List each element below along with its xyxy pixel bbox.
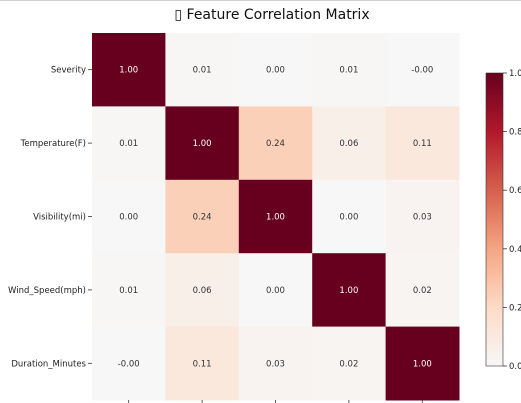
heatmap-cell <box>165 179 240 254</box>
y-tick-label: Temperature(F) <box>20 139 86 149</box>
heatmap-cells <box>92 33 460 401</box>
heatmap-cell <box>165 253 240 328</box>
heatmap-cell-label: 0.11 <box>193 359 212 369</box>
heatmap-cell <box>312 253 387 328</box>
y-tick-label: Severity <box>51 66 86 76</box>
heatmap-cell-label: 0.06 <box>193 286 212 296</box>
heatmap-cell <box>92 326 166 401</box>
heatmap-cell-label: 0.01 <box>119 139 138 149</box>
colorbar-ticks: 0.0 0.2 0.4 0.6 0.8 1.0 <box>503 69 521 372</box>
heatmap-cell <box>312 106 387 181</box>
heatmap-cell <box>238 33 313 107</box>
heatmap-cell-label: 0.11 <box>413 139 432 149</box>
heatmap-cell <box>385 33 460 107</box>
y-tick-label: Duration_Minutes <box>11 359 86 369</box>
colorbar-tick-label: 0.2 <box>509 303 521 313</box>
heatmap-cell <box>312 33 387 107</box>
heatmap-cell <box>238 106 313 181</box>
heatmap-cell-label: 0.24 <box>193 213 212 223</box>
heatmap-cell-label: 1.00 <box>339 286 358 296</box>
heatmap-cell <box>385 106 460 181</box>
heatmap-cell <box>92 33 166 107</box>
heatmap-cell-labels: 1.00 0.01 0.00 0.01 -0.00 0.01 1.00 0.24 0.06 0.1… <box>118 66 434 370</box>
heatmap-cell <box>385 326 460 401</box>
heatmap-cell-label: 0.06 <box>339 139 358 149</box>
heatmap-cell-label: -0.00 <box>118 359 140 369</box>
colorbar-gradient <box>485 72 504 367</box>
colorbar-tick-label: 0.0 <box>509 362 521 372</box>
heatmap-cell-label: 0.00 <box>119 213 138 223</box>
heatmap-cell <box>312 179 387 254</box>
heatmap-cell-label: 0.01 <box>119 286 138 296</box>
heatmap-cell-label: 0.01 <box>339 66 358 76</box>
colorbar-tick-label: 0.4 <box>509 245 521 255</box>
heatmap-cell-label: 0.00 <box>266 66 285 76</box>
heatmap-cell <box>238 179 313 254</box>
heatmap-cell-label: 1.00 <box>119 66 138 76</box>
colorbar-tick-label: 1.0 <box>509 69 521 79</box>
heatmap-cell-label: 0.01 <box>193 66 212 76</box>
heatmap-cell-label: 0.02 <box>339 359 358 369</box>
chart-title: ▯ Feature Correlation Matrix <box>174 7 369 23</box>
heatmap-cell-label: 0.24 <box>266 139 285 149</box>
heatmap-cell <box>165 326 240 401</box>
colorbar-tick-label: 0.6 <box>509 186 521 196</box>
y-tick-label: Visibility(mi) <box>33 213 86 223</box>
heatmap-cell <box>312 326 387 401</box>
colorbar-tick-label: 0.8 <box>509 128 521 138</box>
heatmap-cell <box>92 106 166 181</box>
y-tick-labels: Severity Temperature(F) Visibility(mi) Wind… <box>8 66 423 403</box>
y-tick-label: Wind_Speed(mph) <box>8 286 86 296</box>
top-border-line <box>0 0 521 1</box>
heatmap-cell <box>385 253 460 328</box>
heatmap-cell-label: -0.00 <box>411 66 433 76</box>
heatmap-cell-label: 0.02 <box>413 286 432 296</box>
heatmap-cell <box>165 106 240 181</box>
heatmap-cell-label: 0.03 <box>266 359 285 369</box>
heatmap-cell-label: 1.00 <box>266 213 285 223</box>
heatmap-cell <box>238 326 313 401</box>
heatmap-cell-label: 1.00 <box>413 359 432 369</box>
heatmap-cell <box>385 179 460 254</box>
heatmap-cell <box>238 253 313 328</box>
heatmap-cell-label: 0.00 <box>339 213 358 223</box>
heatmap-cell-label: 0.03 <box>413 213 432 223</box>
heatmap-cell <box>92 253 166 328</box>
heatmap-cell <box>165 33 240 107</box>
heatmap-cell <box>92 179 166 254</box>
heatmap-cell-label: 1.00 <box>193 139 212 149</box>
heatmap-cell-label: 0.00 <box>266 286 285 296</box>
colorbar: 0.0 0.2 0.4 0.6 0.8 1.0 <box>485 69 521 372</box>
